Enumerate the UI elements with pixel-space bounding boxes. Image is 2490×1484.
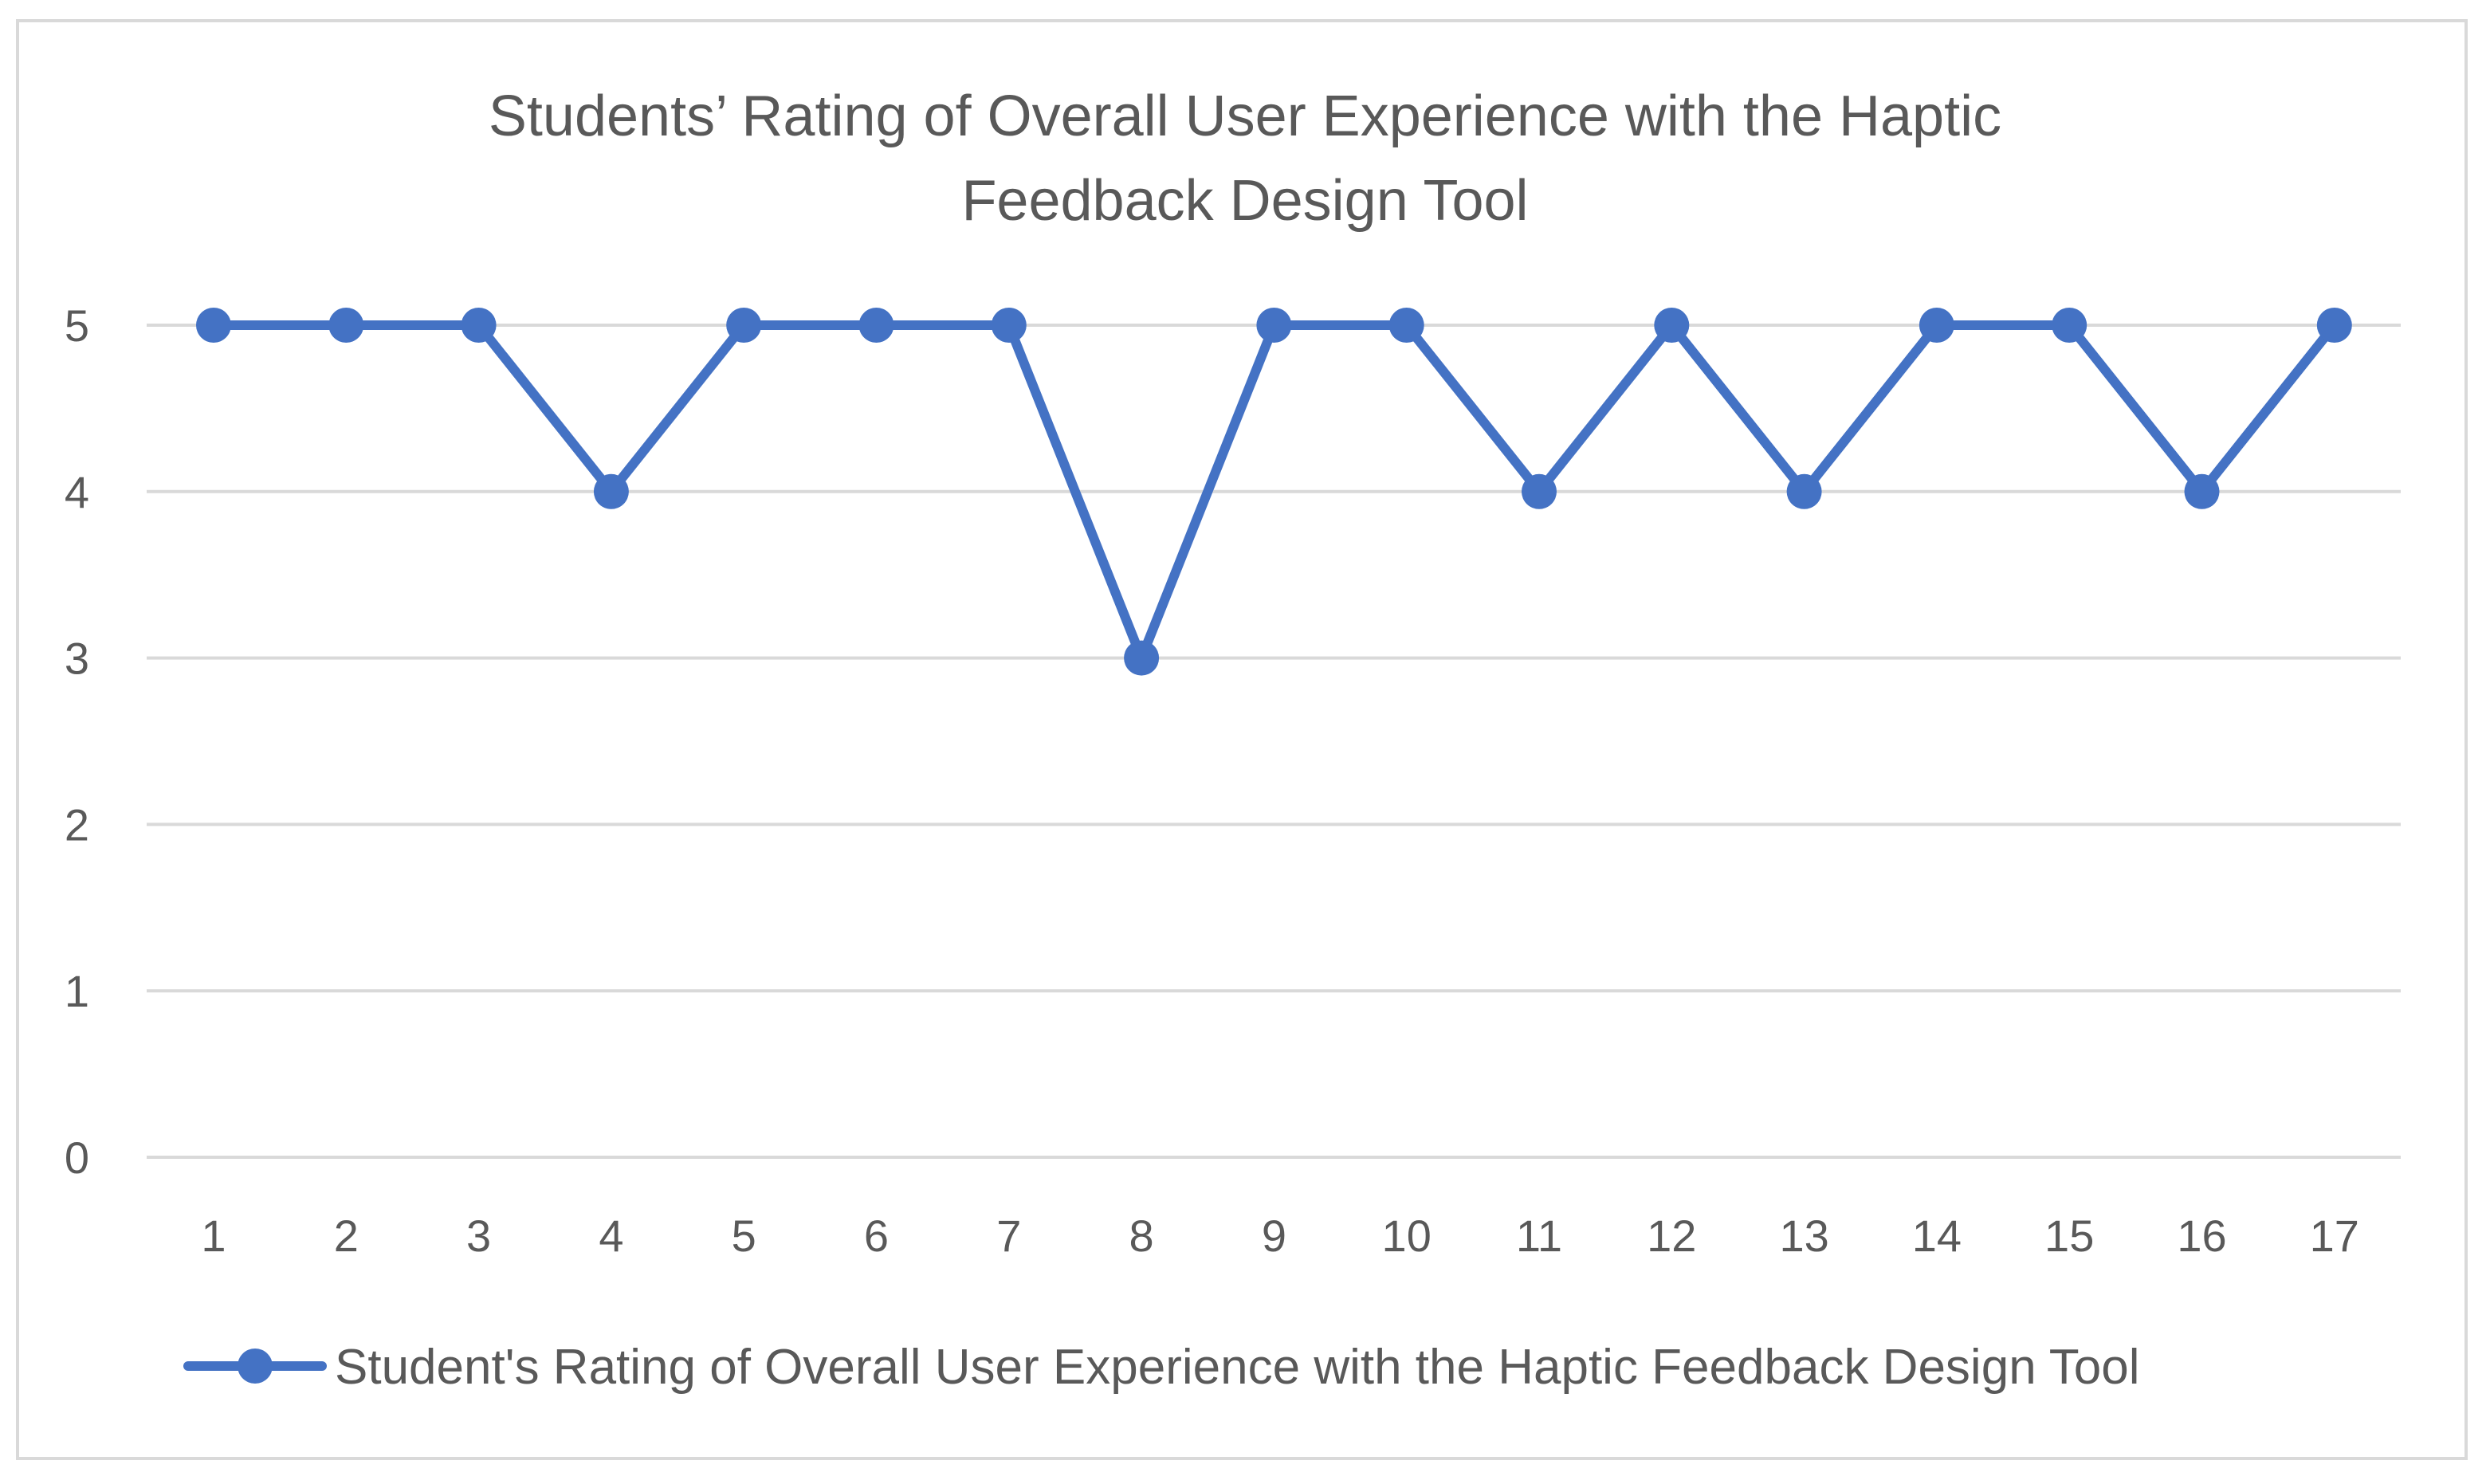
y-tick-label-2: 2 [65, 799, 89, 850]
data-point-5 [726, 308, 762, 343]
data-point-4 [593, 473, 629, 509]
chart-title-line-2: Feedback Design Tool [961, 169, 1528, 233]
x-tick-label-11: 11 [1516, 1211, 1562, 1261]
x-tick-label-5: 5 [732, 1211, 756, 1261]
gridlines [147, 324, 2401, 1159]
y-tick-label-0: 0 [65, 1133, 89, 1183]
y-axis-tick-labels: 0 1 2 3 4 5 [65, 300, 89, 1183]
data-point-6 [858, 308, 894, 343]
x-tick-label-4: 4 [599, 1211, 623, 1261]
data-point-3 [461, 308, 497, 343]
y-tick-label-5: 5 [65, 300, 89, 351]
x-tick-label-10: 10 [1382, 1211, 1432, 1261]
y-tick-label-3: 3 [65, 634, 89, 684]
data-point-11 [1522, 473, 1557, 509]
x-tick-label-17: 17 [2310, 1211, 2359, 1261]
data-point-8 [1124, 640, 1160, 676]
data-point-14 [1919, 308, 1954, 343]
chart-title-line-1: Students’ Rating of Overall User Experie… [489, 84, 2001, 148]
x-tick-label-16: 16 [2177, 1211, 2226, 1261]
x-tick-label-7: 7 [996, 1211, 1021, 1261]
legend: Student's Rating of Overall User Experie… [183, 1340, 2140, 1395]
data-point-7 [991, 308, 1027, 343]
data-point-1 [196, 308, 231, 343]
x-tick-label-9: 9 [1262, 1211, 1286, 1261]
x-axis-tick-labels: 1 2 3 4 5 6 7 8 9 10 11 12 13 14 15 16 17 [201, 1211, 2359, 1261]
data-point-15 [2052, 308, 2087, 343]
legend-label: Student's Rating of Overall User Experie… [335, 1340, 2140, 1395]
data-point-10 [1388, 308, 1424, 343]
data-point-17 [2316, 308, 2352, 343]
data-point-9 [1256, 308, 1292, 343]
data-point-16 [2184, 473, 2220, 509]
x-tick-label-3: 3 [466, 1211, 491, 1261]
y-tick-label-4: 4 [65, 467, 89, 517]
x-tick-label-12: 12 [1647, 1211, 1696, 1261]
x-tick-label-14: 14 [1912, 1211, 1962, 1261]
data-point-2 [328, 308, 364, 343]
y-tick-label-1: 1 [65, 966, 89, 1016]
data-point-13 [1786, 473, 1822, 509]
x-tick-label-13: 13 [1779, 1211, 1828, 1261]
x-tick-label-1: 1 [201, 1211, 226, 1261]
x-tick-label-8: 8 [1129, 1211, 1154, 1261]
legend-point-marker [238, 1349, 273, 1384]
series-group [196, 308, 2352, 676]
chart-frame [16, 19, 2468, 1460]
x-tick-label-6: 6 [864, 1211, 889, 1261]
x-tick-label-2: 2 [334, 1211, 359, 1261]
data-point-12 [1654, 308, 1690, 343]
x-tick-label-15: 15 [2044, 1211, 2094, 1261]
